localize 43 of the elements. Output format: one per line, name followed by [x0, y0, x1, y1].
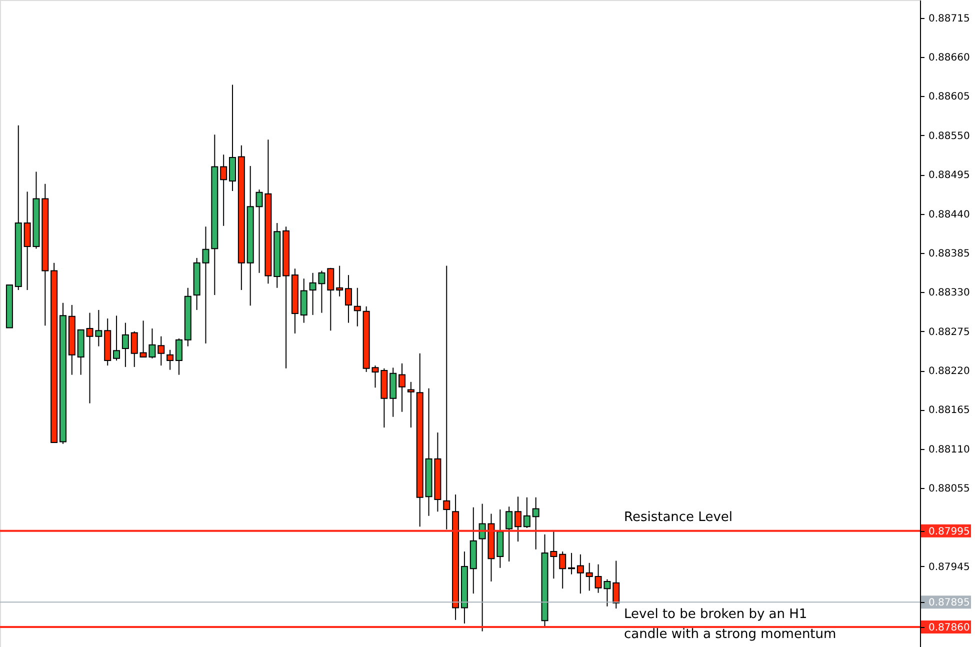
- y-tick-label: 0.88440: [928, 209, 970, 220]
- candlestick: [523, 496, 530, 529]
- candlestick: [229, 84, 236, 192]
- y-tick-label: 0.88110: [928, 444, 970, 456]
- y-tick-label: 0.87895: [928, 598, 970, 609]
- candlestick: [113, 315, 120, 362]
- y-tick-label: 0.88605: [928, 92, 970, 103]
- candlestick: [122, 322, 129, 368]
- candlestick: [506, 506, 513, 562]
- candlestick: [586, 562, 593, 592]
- y-tick-label: 0.88220: [928, 366, 970, 378]
- candlestick: [514, 496, 522, 542]
- y-tick-label: 0.87945: [928, 562, 970, 573]
- y-tick-label: 0.88550: [928, 130, 970, 142]
- candlestick: [220, 154, 228, 226]
- y-tick-label: 0.87995: [928, 526, 970, 538]
- candlestick: [612, 560, 620, 610]
- y-tick-label: 0.87860: [928, 622, 970, 634]
- candlestick: [130, 330, 138, 368]
- y-tick-label: 0.88715: [928, 13, 970, 24]
- y-tick-label: 0.88660: [928, 52, 970, 64]
- candlestick: [327, 267, 334, 332]
- candlestick: [158, 336, 165, 366]
- y-tick-label: 0.88385: [928, 248, 970, 260]
- candlestick: [576, 554, 584, 594]
- candlestick: [175, 338, 182, 376]
- y-tick-label: 0.88495: [928, 170, 970, 182]
- ref-line-label: Resistance Level: [624, 510, 733, 525]
- candlestick: [532, 496, 540, 550]
- candlestick: [336, 265, 344, 297]
- y-tick-label: 0.88330: [928, 288, 970, 299]
- y-tick-label: 0.88165: [928, 405, 970, 416]
- candlestick: [344, 274, 352, 324]
- y-tick-label: 0.88275: [928, 326, 970, 338]
- candlestick: [568, 552, 576, 575]
- candlestick: [166, 349, 174, 370]
- ref-line-label: Level to be broken by an H1 candle with a strong momentum: [624, 607, 836, 642]
- candlestick: [354, 287, 361, 327]
- candlestick: [443, 265, 450, 530]
- candlestick: [407, 381, 414, 428]
- candlestick: [559, 551, 566, 590]
- y-tick-label: 0.88055: [928, 484, 970, 495]
- candlestick: [398, 362, 406, 412]
